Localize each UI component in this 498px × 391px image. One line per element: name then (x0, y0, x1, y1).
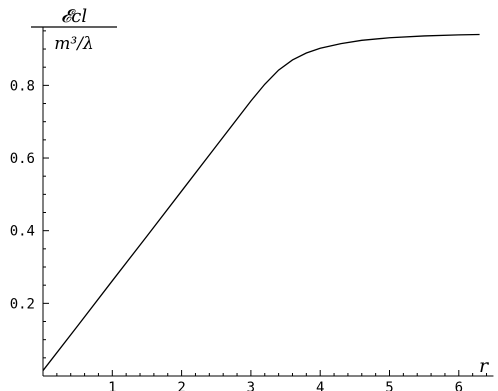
y-tick-label: 0.4 (10, 224, 35, 240)
x-tick-label: 6 (455, 380, 463, 391)
y-tick-label: 0.2 (10, 296, 35, 312)
series-line (42, 33, 480, 371)
x-axis-label: r (479, 355, 490, 377)
y-axis-label-numerator: 𝓔cl (61, 6, 87, 27)
x-tick-label: 3 (247, 380, 255, 391)
x-tick-label: 4 (316, 380, 324, 391)
x-tick-label: 5 (385, 380, 393, 391)
y-tick-label: 0.8 (10, 78, 35, 94)
x-tick-label: 2 (177, 380, 185, 391)
y-tick-label: 0.6 (10, 151, 35, 167)
y-axis-label-denominator: m³/λ (54, 34, 93, 54)
axes (42, 27, 494, 377)
tick-labels: 1 2 3 4 5 6 0.2 0.4 0.6 0.8 (10, 78, 463, 391)
x-tick-label: 1 (108, 380, 116, 391)
ticks (43, 30, 488, 376)
y-axis-label: 𝓔cl m³/λ (31, 6, 117, 54)
